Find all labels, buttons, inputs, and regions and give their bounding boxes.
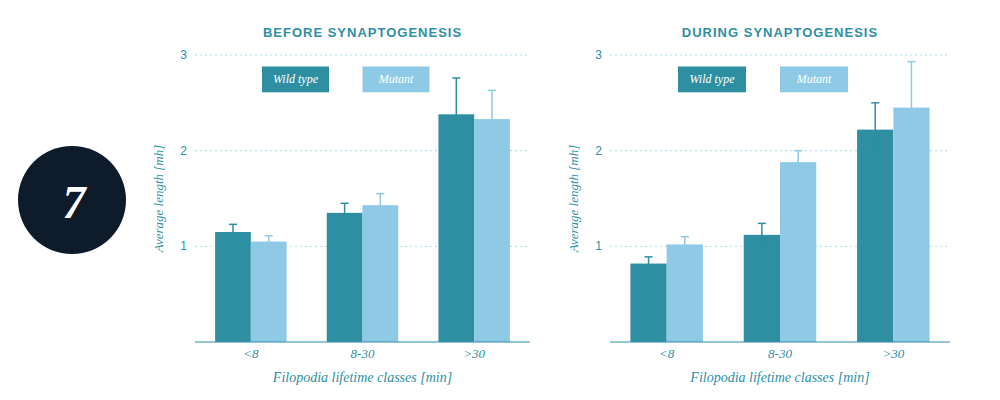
x-axis-label: Filopodia lifetime classes [min]	[689, 370, 869, 385]
error-bar	[758, 223, 766, 246]
error-cap	[265, 235, 273, 237]
bar	[744, 235, 780, 342]
x-tick-label: <8	[243, 346, 259, 361]
y-tick-label: 1	[180, 239, 187, 253]
chart-title: DURING SYNAPTOGENESIS	[682, 25, 878, 40]
y-tick-label: 2	[180, 144, 187, 158]
error-cap	[452, 77, 460, 79]
error-stem	[456, 78, 458, 151]
bar	[363, 205, 399, 342]
x-tick-label: >30	[882, 346, 904, 361]
x-axis-line	[610, 342, 950, 343]
error-cap	[645, 270, 653, 272]
bar	[474, 119, 510, 342]
error-cap	[229, 239, 237, 241]
bar	[667, 244, 703, 342]
y-axis-label: Average length [mh]	[151, 145, 166, 254]
error-stem	[344, 203, 346, 222]
annotation: 7	[63, 177, 88, 228]
error-cap	[907, 153, 915, 155]
chart: BEFORE SYNAPTOGENESIS 1 2 3 <8 8-30 >30 Filopod…	[151, 25, 530, 385]
error-stem	[268, 236, 270, 247]
grid-line	[195, 55, 530, 56]
y-tick-label: 2	[595, 144, 602, 158]
legend-entry: Mutant	[378, 72, 414, 86]
x-tick-label: >30	[463, 346, 485, 361]
error-bar	[488, 90, 496, 147]
legend-entry: Wild type	[690, 72, 736, 86]
error-cap	[229, 224, 237, 226]
error-cap	[907, 61, 915, 63]
error-cap	[871, 102, 879, 104]
bar	[780, 162, 816, 342]
y-axis-label: Average length [mh]	[566, 145, 581, 254]
bar	[327, 213, 363, 342]
legend: Wild type Mutant	[262, 66, 430, 92]
error-cap	[794, 173, 802, 175]
y-tick-label: 1	[595, 239, 602, 253]
error-cap	[265, 247, 273, 249]
bar	[630, 264, 666, 342]
error-cap	[871, 156, 879, 158]
error-cap	[488, 147, 496, 149]
bar	[857, 130, 893, 342]
x-tick-label: <8	[659, 346, 675, 361]
error-stem	[761, 223, 763, 246]
error-stem	[232, 224, 234, 239]
error-cap	[681, 251, 689, 253]
error-cap	[794, 150, 802, 152]
error-stem	[684, 237, 686, 252]
error-bar	[265, 236, 273, 247]
figure: 7 BEFORE SYNAPTOGENESIS 1 2 3 <8 8-30 >30 Filopo…	[0, 0, 1000, 400]
grid-line	[610, 55, 950, 56]
error-stem	[911, 62, 913, 154]
error-bar	[229, 224, 237, 239]
error-bar	[871, 103, 879, 157]
bar	[251, 242, 287, 342]
error-cap	[341, 222, 349, 224]
error-cap	[645, 256, 653, 258]
chart-title: BEFORE SYNAPTOGENESIS	[263, 25, 462, 40]
error-bar	[452, 78, 460, 151]
legend-swatch	[780, 66, 848, 92]
y-tick-label: 3	[595, 48, 602, 62]
legend-swatch	[363, 66, 430, 92]
plot-area	[630, 62, 929, 342]
legend-entry: Mutant	[796, 72, 832, 86]
x-tick-label: 8-30	[351, 346, 375, 361]
legend-entry: Wild type	[273, 72, 319, 86]
error-cap	[341, 203, 349, 205]
bar	[215, 232, 251, 342]
chart: DURING SYNAPTOGENESIS 1 2 3 <8 8-30 >30 Filopod…	[566, 25, 950, 385]
plot-area	[215, 78, 510, 342]
error-cap	[488, 90, 496, 92]
y-tick-label: 3	[180, 48, 187, 62]
legend: Wild type Mutant	[678, 66, 848, 92]
error-stem	[491, 90, 493, 147]
x-axis-label: Filopodia lifetime classes [min]	[272, 370, 452, 385]
error-cap	[758, 246, 766, 248]
error-cap	[376, 193, 384, 195]
error-bar	[681, 237, 689, 252]
badge-circle	[18, 146, 126, 254]
legend-swatch	[262, 66, 329, 92]
x-axis-line	[195, 342, 530, 343]
error-stem	[874, 103, 876, 157]
error-cap	[681, 236, 689, 238]
error-stem	[797, 151, 799, 174]
error-bar	[376, 194, 384, 217]
error-cap	[452, 150, 460, 152]
error-bar	[645, 257, 653, 270]
error-stem	[380, 194, 382, 217]
error-bar	[907, 62, 915, 154]
error-bar	[341, 203, 349, 222]
error-cap	[758, 223, 766, 225]
error-bar	[794, 151, 802, 174]
legend-swatch	[678, 66, 746, 92]
error-stem	[648, 257, 650, 270]
badge: 7	[18, 146, 126, 254]
error-cap	[376, 216, 384, 218]
x-tick-label: 8-30	[768, 346, 792, 361]
